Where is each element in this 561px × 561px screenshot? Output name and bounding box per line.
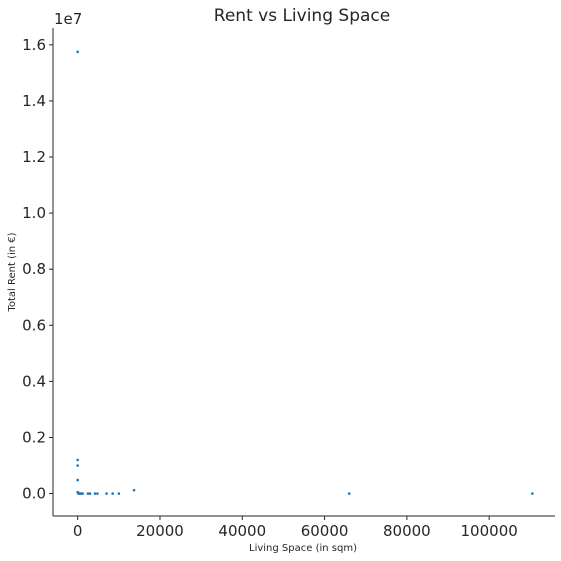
y-axis-label: Total Rent (in €) bbox=[7, 232, 18, 312]
scatter-points bbox=[76, 50, 534, 495]
data-point bbox=[76, 464, 79, 467]
y-tick-label: 1.6 bbox=[22, 36, 46, 54]
data-point bbox=[531, 492, 534, 495]
y-tick-label: 0.8 bbox=[22, 260, 46, 278]
y-tick-label: 1.0 bbox=[22, 204, 46, 222]
data-point bbox=[117, 492, 121, 495]
x-tick-label: 40000 bbox=[218, 522, 266, 540]
data-point bbox=[86, 492, 90, 495]
x-tick-label: 20000 bbox=[136, 522, 184, 540]
x-tick-label: 0 bbox=[73, 522, 83, 540]
data-point bbox=[111, 492, 114, 495]
data-point bbox=[105, 492, 108, 495]
y-tick-label: 0.2 bbox=[22, 428, 46, 446]
x-axis-label: Living Space (in sqm) bbox=[249, 543, 357, 554]
data-point bbox=[347, 492, 351, 495]
y-tick-label: 0.0 bbox=[22, 485, 46, 503]
y-tick-label: 0.6 bbox=[22, 316, 46, 334]
x-axis-ticks: 0 20000 40000 60000 80000 100000 bbox=[73, 516, 518, 540]
data-point bbox=[93, 492, 97, 495]
data-point bbox=[76, 458, 79, 462]
x-tick-label: 100000 bbox=[461, 522, 518, 540]
y-axis-offset-text: 1e7 bbox=[54, 10, 82, 28]
y-tick-label: 1.4 bbox=[22, 92, 46, 110]
data-point bbox=[96, 492, 99, 495]
data-point bbox=[76, 478, 79, 482]
x-tick-label: 60000 bbox=[301, 522, 349, 540]
y-axis-ticks: 0.0 0.2 0.4 0.6 0.8 1.0 1.2 1.4 1.6 bbox=[22, 36, 53, 503]
y-tick-label: 0.4 bbox=[22, 372, 46, 390]
y-tick-label: 1.2 bbox=[22, 148, 46, 166]
data-point bbox=[81, 492, 84, 495]
chart-title: Rent vs Living Space bbox=[214, 6, 390, 26]
data-point bbox=[76, 50, 79, 54]
data-point bbox=[132, 488, 136, 492]
x-tick-label: 80000 bbox=[383, 522, 431, 540]
data-point bbox=[88, 492, 92, 495]
